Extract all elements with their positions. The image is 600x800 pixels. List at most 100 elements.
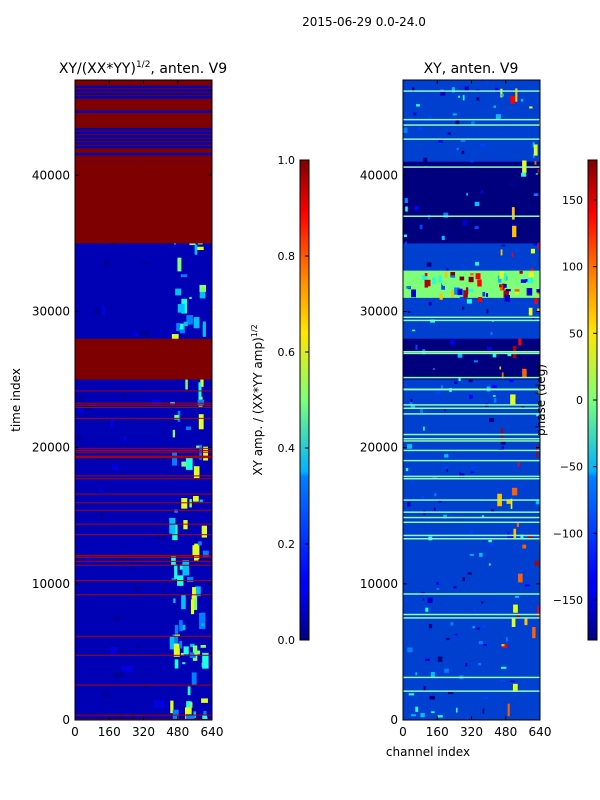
heatmap2-cell (425, 658, 430, 662)
heatmap2-cell (427, 597, 433, 603)
colorbar-phase: phase (deg) −150 −100 −50 0 50 100 150 (534, 159, 598, 641)
heatmap2-cell (411, 289, 416, 298)
heatmap2-cell (481, 515, 485, 519)
y-tick-label: 30000 (32, 304, 70, 318)
heatmap1-flag-line (75, 390, 212, 392)
heatmap2-cell (509, 680, 515, 683)
heatmap2-cell (415, 344, 418, 350)
x-tick-label: 320 (132, 725, 155, 739)
heatmap2-cell (501, 275, 505, 283)
heatmap2-cell (471, 121, 475, 126)
heatmap2-cell (459, 472, 461, 478)
heatmap1-cell (198, 382, 202, 398)
heatmap2-cell (486, 347, 493, 350)
heatmap2-cell (513, 604, 518, 613)
heatmap2-cell (450, 622, 454, 626)
heatmap2-cell (449, 361, 455, 364)
heatmap1-flag-line (75, 478, 212, 480)
heatmap2-cell (455, 120, 460, 126)
heatmap2-row-stripe (403, 376, 540, 379)
heatmap1-cell (192, 587, 196, 600)
panel2-title: XY, anten. V9 (424, 61, 519, 77)
heatmap2-cell (490, 509, 495, 512)
heatmap1-cell (169, 517, 176, 534)
heatmap2-cell (511, 252, 514, 257)
heatmap1-cell (199, 284, 207, 292)
heatmap2-cell (503, 290, 509, 298)
heatmap1-flag-line (75, 456, 212, 458)
heatmap1-cell (174, 624, 179, 634)
heatmap1-cell (182, 560, 190, 576)
heatmap1-cell (175, 288, 182, 296)
heatmap2-cell (468, 288, 473, 293)
heatmap2-row-stripe (403, 534, 540, 537)
heatmap1-flag-line (75, 684, 212, 686)
heatmap1-cell (201, 525, 208, 538)
heatmap2-cell (494, 87, 499, 93)
heatmap2-row-stripe (403, 438, 540, 440)
heatmap2-cell (534, 295, 538, 305)
heatmap1-cell (173, 643, 180, 657)
heatmap1-row-stripe (75, 152, 212, 156)
heatmap1-cell (133, 331, 143, 337)
heatmap1-cell (145, 333, 150, 338)
heatmap2-cell (437, 656, 443, 662)
heatmap2-row-stripe (403, 316, 540, 319)
y-tick-label: 10000 (32, 577, 70, 591)
heatmap2-cell (462, 95, 465, 101)
heatmap2-row-stripe (403, 407, 540, 410)
heatmap1-row-stripe (75, 106, 212, 110)
heatmap1-cell (102, 691, 110, 698)
heatmap1-cell (202, 652, 209, 669)
heatmap2-row-stripe (403, 215, 540, 217)
heatmap2-row-stripe (403, 404, 540, 406)
heatmap2-cell (421, 495, 425, 500)
heatmap1-cell (86, 555, 91, 564)
heatmap1-cell (194, 244, 198, 255)
heatmap2-cell (532, 626, 536, 639)
heatmap2-cell (477, 297, 483, 303)
heatmap2-cell (420, 408, 423, 413)
heatmap2-cell (412, 329, 416, 332)
heatmap2-cell (507, 535, 513, 540)
heatmap2-cell (479, 203, 482, 206)
heatmap1-cell (185, 714, 192, 720)
heatmap2-cell (441, 279, 447, 285)
heatmap2-row-stripe (403, 440, 540, 442)
heatmap1-row-stripe (75, 89, 212, 92)
heatmap1-flagged-block (75, 338, 212, 380)
heatmap2-cell (432, 477, 438, 479)
heatmap2-cell (436, 581, 439, 585)
heatmap2-row-stripe (403, 388, 540, 390)
heatmap2-cell (480, 601, 484, 604)
heatmap2-cell (476, 627, 480, 630)
heatmap1-flag-line (75, 654, 212, 656)
heatmap1-row-stripe (75, 131, 212, 135)
heatmap2-cell (428, 301, 432, 306)
heatmap1-row-stripe (75, 145, 212, 149)
heatmap2-row-stripe (403, 90, 540, 92)
heatmap2-cell (443, 212, 449, 218)
colorbar1-ticks: 0.0 0.2 0.4 0.6 0.8 1.0 (278, 154, 309, 647)
heatmap2-row-stripe (403, 511, 540, 513)
heatmap1-cell (198, 541, 202, 546)
heatmap1-cell (195, 586, 201, 597)
heatmap1-cell (181, 461, 188, 467)
heatmap1-cell (174, 634, 181, 637)
heatmap2-cell (410, 480, 414, 484)
heatmap1-row-stripe (75, 121, 212, 124)
panel2-axes: 0 160 320 480 640 0 10000 20000 30000 40000 (360, 80, 551, 739)
panel-phase: XY, anten. V9 0 160 320 480 640 0 10000 20000 30… (360, 61, 552, 759)
heatmap2-cell (493, 105, 496, 108)
figure-suptitle: 2015-06-29 0.0-24.0 (302, 15, 426, 29)
heatmap2-row-stripe (403, 516, 540, 519)
heatmap2-cell (493, 398, 497, 403)
heatmap1-cell (182, 624, 186, 631)
colorbar-amplitude: 0.0 0.2 0.4 0.6 0.8 1.0 XY amp. / (XX*YY amp)… (250, 154, 310, 647)
panel1-axes: 0 160 320 480 640 0 10000 20000 30000 40000 (32, 80, 223, 739)
colorbar2-label: phase (deg) (534, 364, 548, 436)
heatmap1-flag-line (75, 475, 212, 477)
heatmap2-cell (485, 293, 489, 297)
heatmap1-cell (169, 636, 175, 650)
x-tick-label: 0 (399, 725, 407, 739)
